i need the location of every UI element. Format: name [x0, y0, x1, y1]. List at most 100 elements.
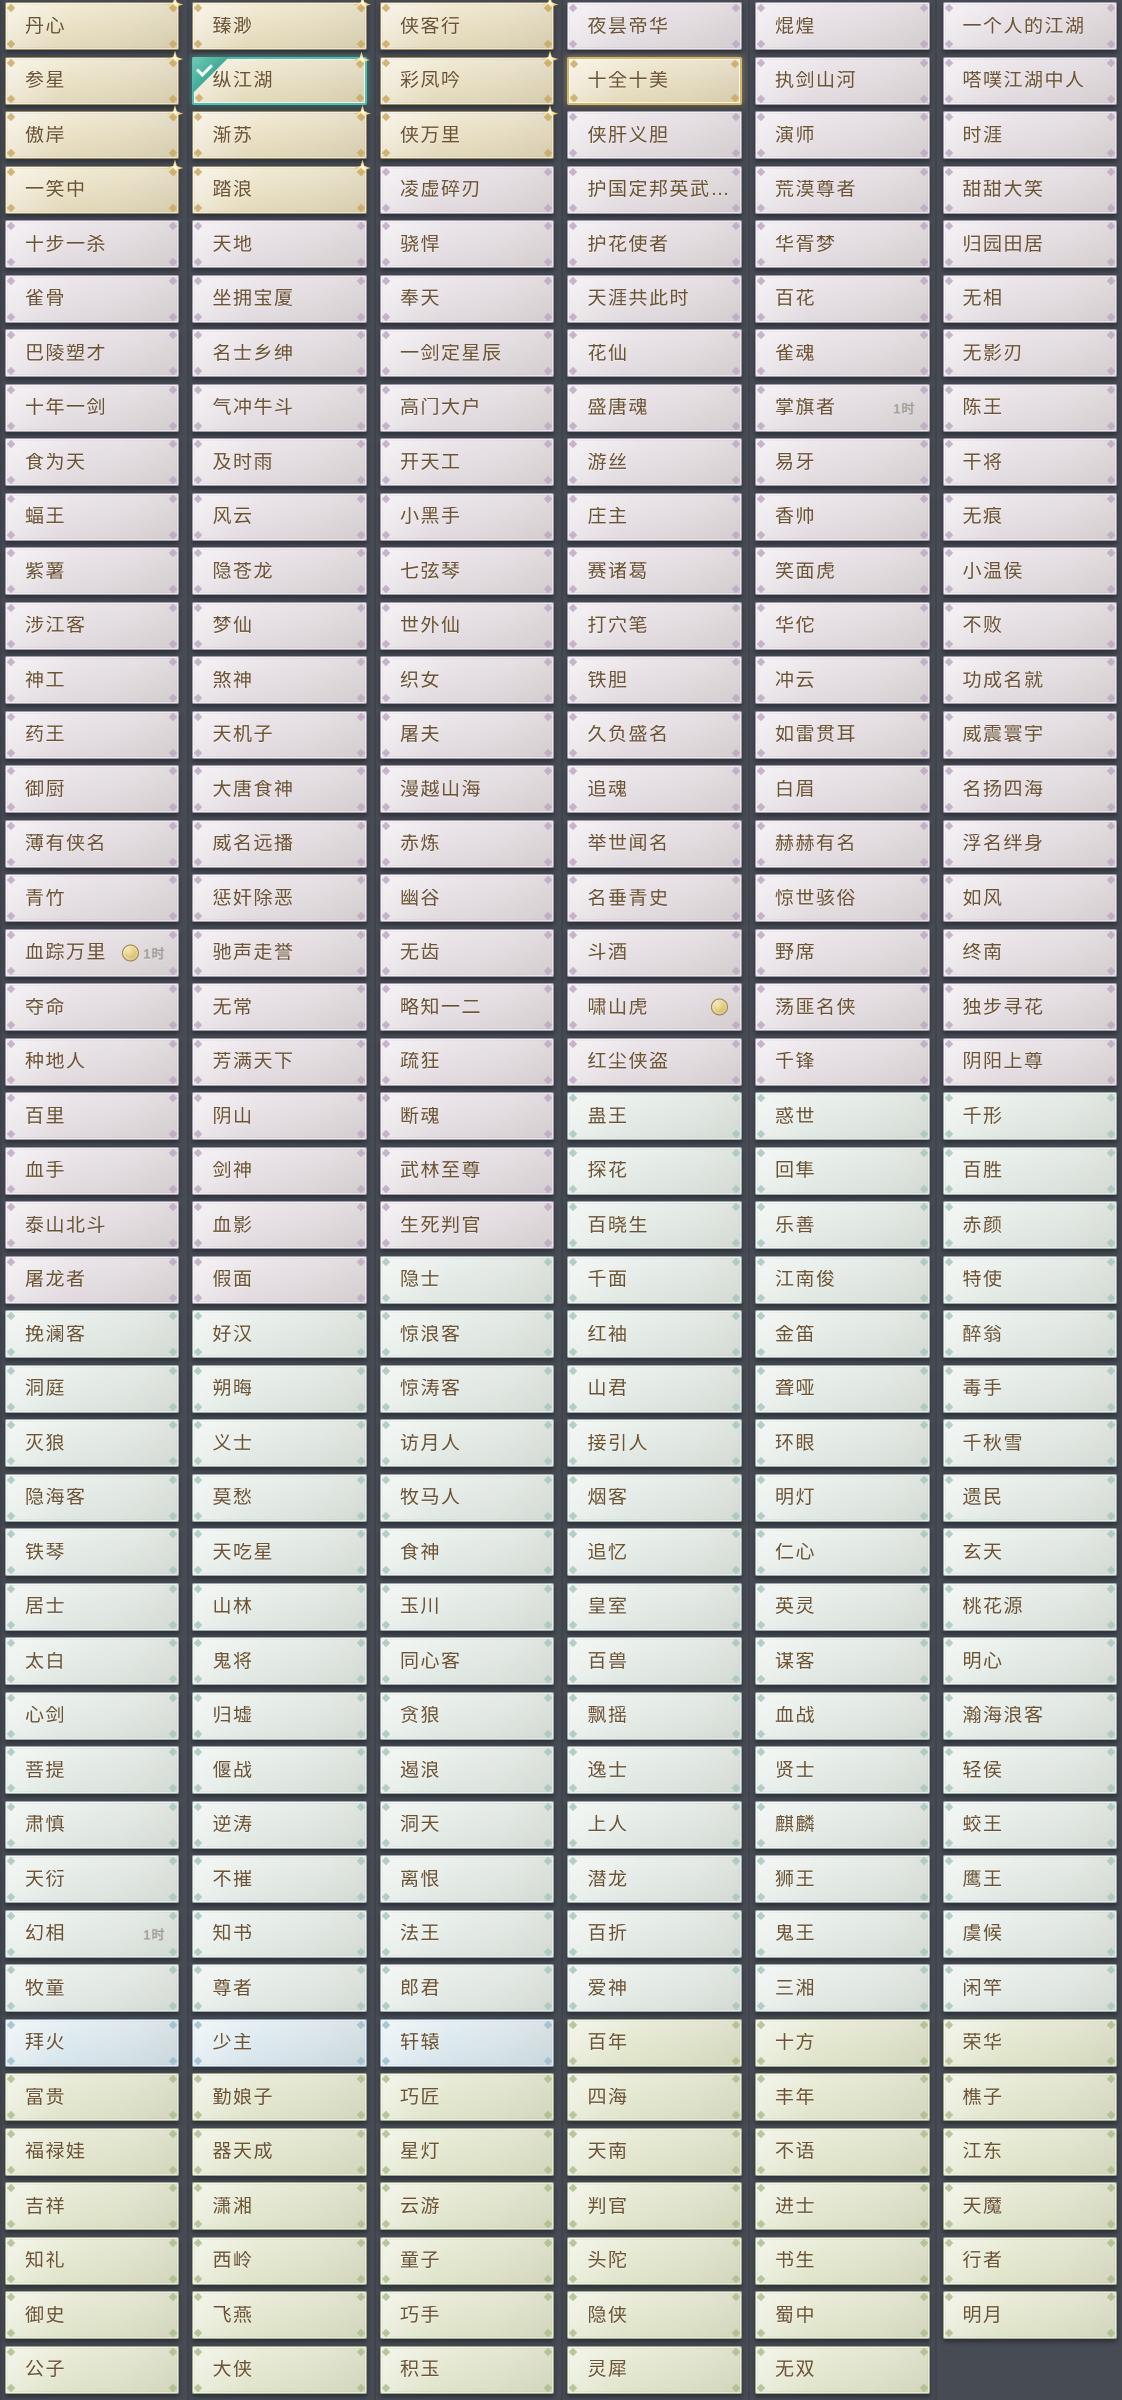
- title-cell[interactable]: 莫愁: [192, 1473, 367, 1522]
- title-cell[interactable]: 醉翁: [942, 1310, 1117, 1358]
- title-cell[interactable]: 名士乡绅: [192, 329, 367, 377]
- title-cell[interactable]: 百年: [567, 2018, 742, 2067]
- title-cell[interactable]: 一个人的江湖: [942, 2, 1117, 50]
- title-cell[interactable]: 赤炼: [379, 819, 555, 868]
- title-cell[interactable]: 贤士: [755, 1746, 930, 1794]
- title-cell[interactable]: 鬼将: [192, 1637, 367, 1685]
- title-cell[interactable]: 如雷贯耳: [755, 710, 930, 759]
- title-cell[interactable]: 奉天: [379, 274, 555, 323]
- title-cell[interactable]: 吉祥: [5, 2182, 180, 2230]
- title-cell[interactable]: 嗒噗江湖中人: [942, 56, 1117, 105]
- title-cell[interactable]: 环眼: [755, 1419, 930, 1467]
- title-cell[interactable]: 童子: [379, 2236, 555, 2285]
- title-cell[interactable]: 坐拥宝厦: [192, 274, 367, 323]
- title-cell[interactable]: 纵江湖: [192, 51, 370, 105]
- title-cell[interactable]: 大唐食神: [192, 765, 367, 813]
- title-cell[interactable]: 浮名绊身: [942, 819, 1117, 868]
- title-cell[interactable]: 十步一杀: [5, 220, 180, 268]
- title-cell[interactable]: 头陀: [567, 2236, 742, 2285]
- title-cell[interactable]: 玄天: [942, 1528, 1117, 1576]
- title-cell[interactable]: 铁胆: [567, 656, 742, 704]
- title-cell[interactable]: 书生: [755, 2236, 930, 2285]
- title-cell[interactable]: 渐苏: [192, 105, 371, 159]
- title-cell[interactable]: 三湘: [755, 1964, 930, 2012]
- title-cell[interactable]: 狮王: [755, 1855, 930, 1903]
- title-cell[interactable]: 药王: [5, 710, 180, 759]
- title-cell[interactable]: 虞候: [942, 1909, 1117, 1958]
- title-cell[interactable]: 屠龙者: [5, 1255, 180, 1304]
- title-cell[interactable]: 荡匪名侠: [755, 983, 930, 1031]
- title-cell[interactable]: 参星: [5, 50, 184, 105]
- title-cell[interactable]: 轻侯: [942, 1746, 1117, 1794]
- title-cell[interactable]: 毒手: [942, 1364, 1117, 1413]
- title-cell[interactable]: 甜甜大笑: [942, 165, 1117, 214]
- title-cell[interactable]: 御史: [5, 2291, 180, 2339]
- title-cell[interactable]: 幽谷: [379, 874, 555, 922]
- title-cell[interactable]: 进士: [755, 2182, 930, 2230]
- title-cell[interactable]: 潜龙: [567, 1855, 742, 1903]
- title-cell[interactable]: 云游: [379, 2182, 555, 2230]
- title-cell[interactable]: 洞庭: [5, 1364, 180, 1413]
- title-cell[interactable]: 惊涛客: [379, 1364, 555, 1413]
- title-cell[interactable]: 无双: [755, 2345, 930, 2394]
- title-cell[interactable]: 天魔: [942, 2182, 1117, 2230]
- title-cell[interactable]: 乐善: [755, 1201, 930, 1249]
- title-cell[interactable]: 剑神: [192, 1146, 367, 1195]
- title-cell[interactable]: 天涯共此时: [567, 274, 742, 323]
- title-cell[interactable]: 灵犀: [567, 2345, 742, 2394]
- title-cell[interactable]: 隐苍龙: [192, 547, 367, 595]
- title-cell[interactable]: 归园田居: [942, 220, 1117, 268]
- title-cell[interactable]: 明心: [942, 1637, 1117, 1685]
- title-cell[interactable]: 逸士: [567, 1746, 742, 1794]
- title-cell[interactable]: 傲岸: [5, 105, 184, 159]
- title-cell[interactable]: 鬼王: [755, 1909, 930, 1958]
- title-cell[interactable]: 无齿: [379, 928, 555, 977]
- title-cell[interactable]: 江南俊: [755, 1255, 930, 1304]
- title-cell[interactable]: 天南: [567, 2127, 742, 2176]
- title-cell[interactable]: 臻渺: [192, 0, 371, 50]
- title-cell[interactable]: 惩奸除恶: [192, 874, 367, 922]
- title-cell[interactable]: 十年一剑: [5, 383, 180, 432]
- title-cell[interactable]: 七弦琴: [379, 547, 555, 595]
- title-cell[interactable]: 谋客: [755, 1637, 930, 1685]
- title-cell[interactable]: 少主: [192, 2018, 367, 2067]
- title-cell[interactable]: 织女: [379, 656, 555, 704]
- title-cell[interactable]: 护国定邦英武…: [567, 165, 742, 214]
- title-cell[interactable]: 功成名就: [942, 656, 1117, 704]
- title-cell[interactable]: 花仙: [567, 329, 742, 377]
- title-cell[interactable]: 百里: [5, 1092, 180, 1140]
- title-cell[interactable]: 假面: [192, 1255, 367, 1304]
- title-cell[interactable]: 屠夫: [379, 710, 555, 759]
- title-cell[interactable]: 千锋: [755, 1037, 930, 1086]
- title-cell[interactable]: 四海: [567, 2073, 742, 2121]
- title-cell[interactable]: 名垂青史: [567, 874, 742, 922]
- title-cell[interactable]: 无影刃: [942, 329, 1117, 377]
- title-cell[interactable]: 不摧: [192, 1855, 367, 1903]
- title-cell[interactable]: 高门大户: [379, 383, 555, 432]
- title-cell[interactable]: 英灵: [755, 1582, 930, 1631]
- title-cell[interactable]: 蛊王: [567, 1092, 742, 1140]
- title-cell[interactable]: 略知一二: [379, 983, 555, 1031]
- title-cell[interactable]: 世外仙: [379, 601, 555, 650]
- title-cell[interactable]: 天衍: [5, 1855, 180, 1903]
- title-cell[interactable]: 执剑山河: [755, 56, 930, 105]
- title-cell[interactable]: 丹心: [5, 0, 184, 50]
- title-cell[interactable]: 庄主: [567, 492, 742, 541]
- title-cell[interactable]: 探花: [567, 1146, 742, 1195]
- title-cell[interactable]: 小黑手: [379, 492, 555, 541]
- title-cell[interactable]: 开天工: [379, 438, 555, 486]
- title-cell[interactable]: 大侠: [192, 2345, 367, 2394]
- title-cell[interactable]: 荣华: [942, 2018, 1117, 2067]
- title-cell[interactable]: 惊世骇俗: [755, 874, 930, 922]
- title-cell[interactable]: 食神: [379, 1528, 555, 1576]
- title-cell[interactable]: 闲竿: [942, 1964, 1117, 2012]
- title-cell[interactable]: 桃花源: [942, 1582, 1117, 1631]
- title-cell[interactable]: 威震寰宇: [942, 710, 1117, 759]
- title-cell[interactable]: 天地: [192, 220, 367, 268]
- title-cell[interactable]: 飘摇: [567, 1691, 742, 1740]
- title-cell[interactable]: 赫赫有名: [755, 819, 930, 868]
- title-cell[interactable]: 惑世: [755, 1092, 930, 1140]
- title-cell[interactable]: 星灯: [379, 2127, 555, 2176]
- title-cell[interactable]: 接引人: [567, 1419, 742, 1467]
- title-cell[interactable]: 时涯: [942, 111, 1117, 159]
